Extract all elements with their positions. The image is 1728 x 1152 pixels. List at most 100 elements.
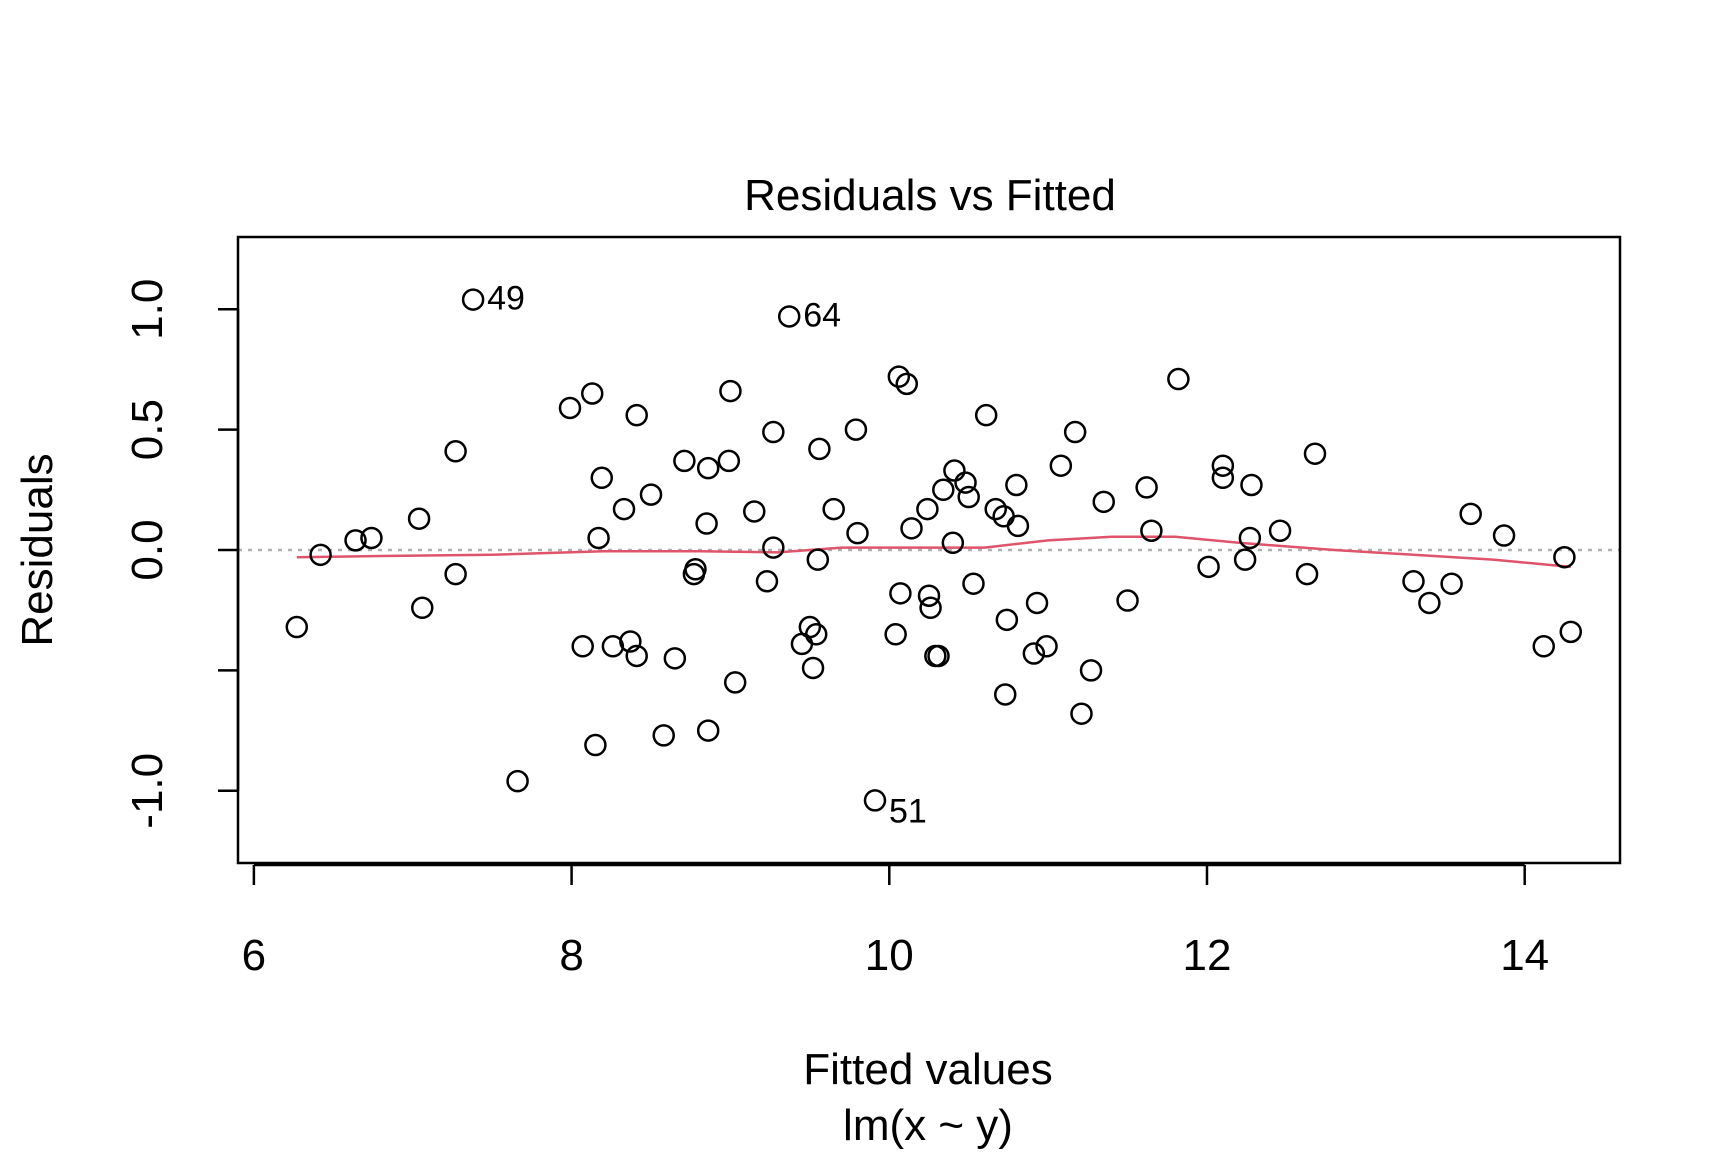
outlier-point bbox=[777, 305, 801, 328]
data-point bbox=[1116, 589, 1139, 612]
data-point bbox=[941, 531, 965, 555]
data-point bbox=[1079, 659, 1103, 682]
data-point bbox=[673, 449, 696, 473]
data-point bbox=[1135, 476, 1158, 499]
data-point bbox=[571, 635, 594, 658]
data-point bbox=[804, 623, 828, 646]
data-point bbox=[1402, 570, 1425, 593]
data-point bbox=[887, 365, 911, 388]
model-formula-label: lm(x ~ y) bbox=[843, 1101, 1013, 1150]
data-point bbox=[360, 526, 383, 550]
x-axis-label: Fitted values bbox=[803, 1045, 1052, 1094]
data-point bbox=[344, 529, 367, 552]
data-point bbox=[1559, 620, 1583, 644]
data-point bbox=[625, 403, 648, 427]
data-point bbox=[580, 382, 604, 405]
chart-title: Residuals vs Fitted bbox=[744, 171, 1116, 220]
data-point bbox=[1553, 545, 1576, 569]
data-point bbox=[1268, 519, 1292, 542]
data-point bbox=[696, 719, 720, 742]
data-point bbox=[1532, 635, 1556, 658]
data-point bbox=[1211, 454, 1235, 477]
data-point bbox=[846, 521, 869, 545]
data-point bbox=[993, 683, 1017, 706]
data-point bbox=[407, 507, 431, 530]
data-point bbox=[411, 596, 434, 620]
x-axis: 6 8 10 12 14 bbox=[242, 863, 1549, 980]
data-point bbox=[798, 615, 822, 639]
outlier-label: 51 bbox=[889, 792, 927, 830]
data-point bbox=[1197, 555, 1220, 579]
data-point bbox=[590, 466, 614, 490]
data-point bbox=[619, 630, 642, 653]
y-tick-label: 0.0 bbox=[123, 519, 172, 580]
data-point bbox=[625, 644, 648, 668]
y-tick-label: 1.0 bbox=[123, 279, 172, 340]
data-point bbox=[762, 536, 785, 559]
data-point bbox=[1492, 524, 1516, 547]
data-point bbox=[884, 623, 907, 646]
data-point bbox=[1140, 519, 1163, 542]
data-point bbox=[927, 644, 950, 668]
data-point bbox=[1440, 572, 1463, 595]
data-point bbox=[1240, 473, 1263, 497]
data-point bbox=[1418, 591, 1441, 615]
data-point bbox=[1035, 635, 1058, 658]
y-tick-label: 0.5 bbox=[123, 399, 172, 460]
data-point bbox=[696, 456, 720, 480]
x-tick-label: 6 bbox=[242, 931, 266, 980]
scatter-points bbox=[285, 365, 1583, 793]
data-point bbox=[1063, 420, 1087, 444]
data-point bbox=[844, 418, 868, 441]
data-point bbox=[1233, 548, 1257, 571]
data-point bbox=[584, 733, 607, 757]
data-point bbox=[957, 485, 980, 509]
data-point bbox=[444, 562, 467, 586]
outlier-label: 49 bbox=[487, 280, 525, 318]
data-point bbox=[558, 396, 582, 420]
data-point bbox=[954, 471, 977, 494]
y-axis-label: Residuals bbox=[13, 453, 62, 646]
data-point bbox=[1070, 702, 1093, 725]
data-point bbox=[1025, 591, 1049, 615]
data-point bbox=[762, 420, 785, 444]
data-point bbox=[1238, 526, 1262, 550]
data-point bbox=[1092, 490, 1115, 514]
data-point bbox=[1167, 367, 1190, 391]
data-point bbox=[962, 572, 985, 595]
x-tick-label: 14 bbox=[1500, 931, 1549, 980]
data-point bbox=[444, 440, 467, 463]
data-point bbox=[822, 497, 845, 521]
data-point bbox=[1049, 454, 1073, 477]
data-point bbox=[587, 526, 610, 550]
data-point bbox=[639, 483, 663, 506]
outlier-point bbox=[863, 789, 887, 812]
data-point bbox=[889, 582, 912, 605]
data-point bbox=[743, 500, 766, 523]
data-point bbox=[1211, 466, 1235, 490]
data-point bbox=[932, 478, 955, 502]
data-point bbox=[943, 459, 966, 482]
data-point bbox=[806, 548, 830, 571]
data-point bbox=[719, 379, 742, 403]
data-point bbox=[1022, 642, 1046, 665]
data-point bbox=[1303, 442, 1327, 465]
smoother-line bbox=[296, 535, 1571, 569]
data-point bbox=[755, 570, 779, 593]
outlier-point bbox=[461, 288, 485, 311]
data-point bbox=[285, 615, 309, 639]
y-axis: -1.0 0.0 0.5 1.0 bbox=[123, 279, 240, 829]
data-point bbox=[916, 497, 939, 521]
data-point bbox=[506, 769, 529, 793]
x-tick-label: 10 bbox=[865, 931, 914, 980]
data-point bbox=[895, 372, 919, 396]
y-tick-label: -1.0 bbox=[123, 753, 172, 829]
data-point bbox=[1459, 502, 1482, 526]
data-point bbox=[917, 584, 941, 607]
data-point bbox=[984, 497, 1007, 521]
data-point bbox=[717, 449, 741, 473]
data-point bbox=[684, 558, 707, 581]
data-point bbox=[695, 512, 718, 535]
data-point bbox=[1006, 514, 1030, 538]
